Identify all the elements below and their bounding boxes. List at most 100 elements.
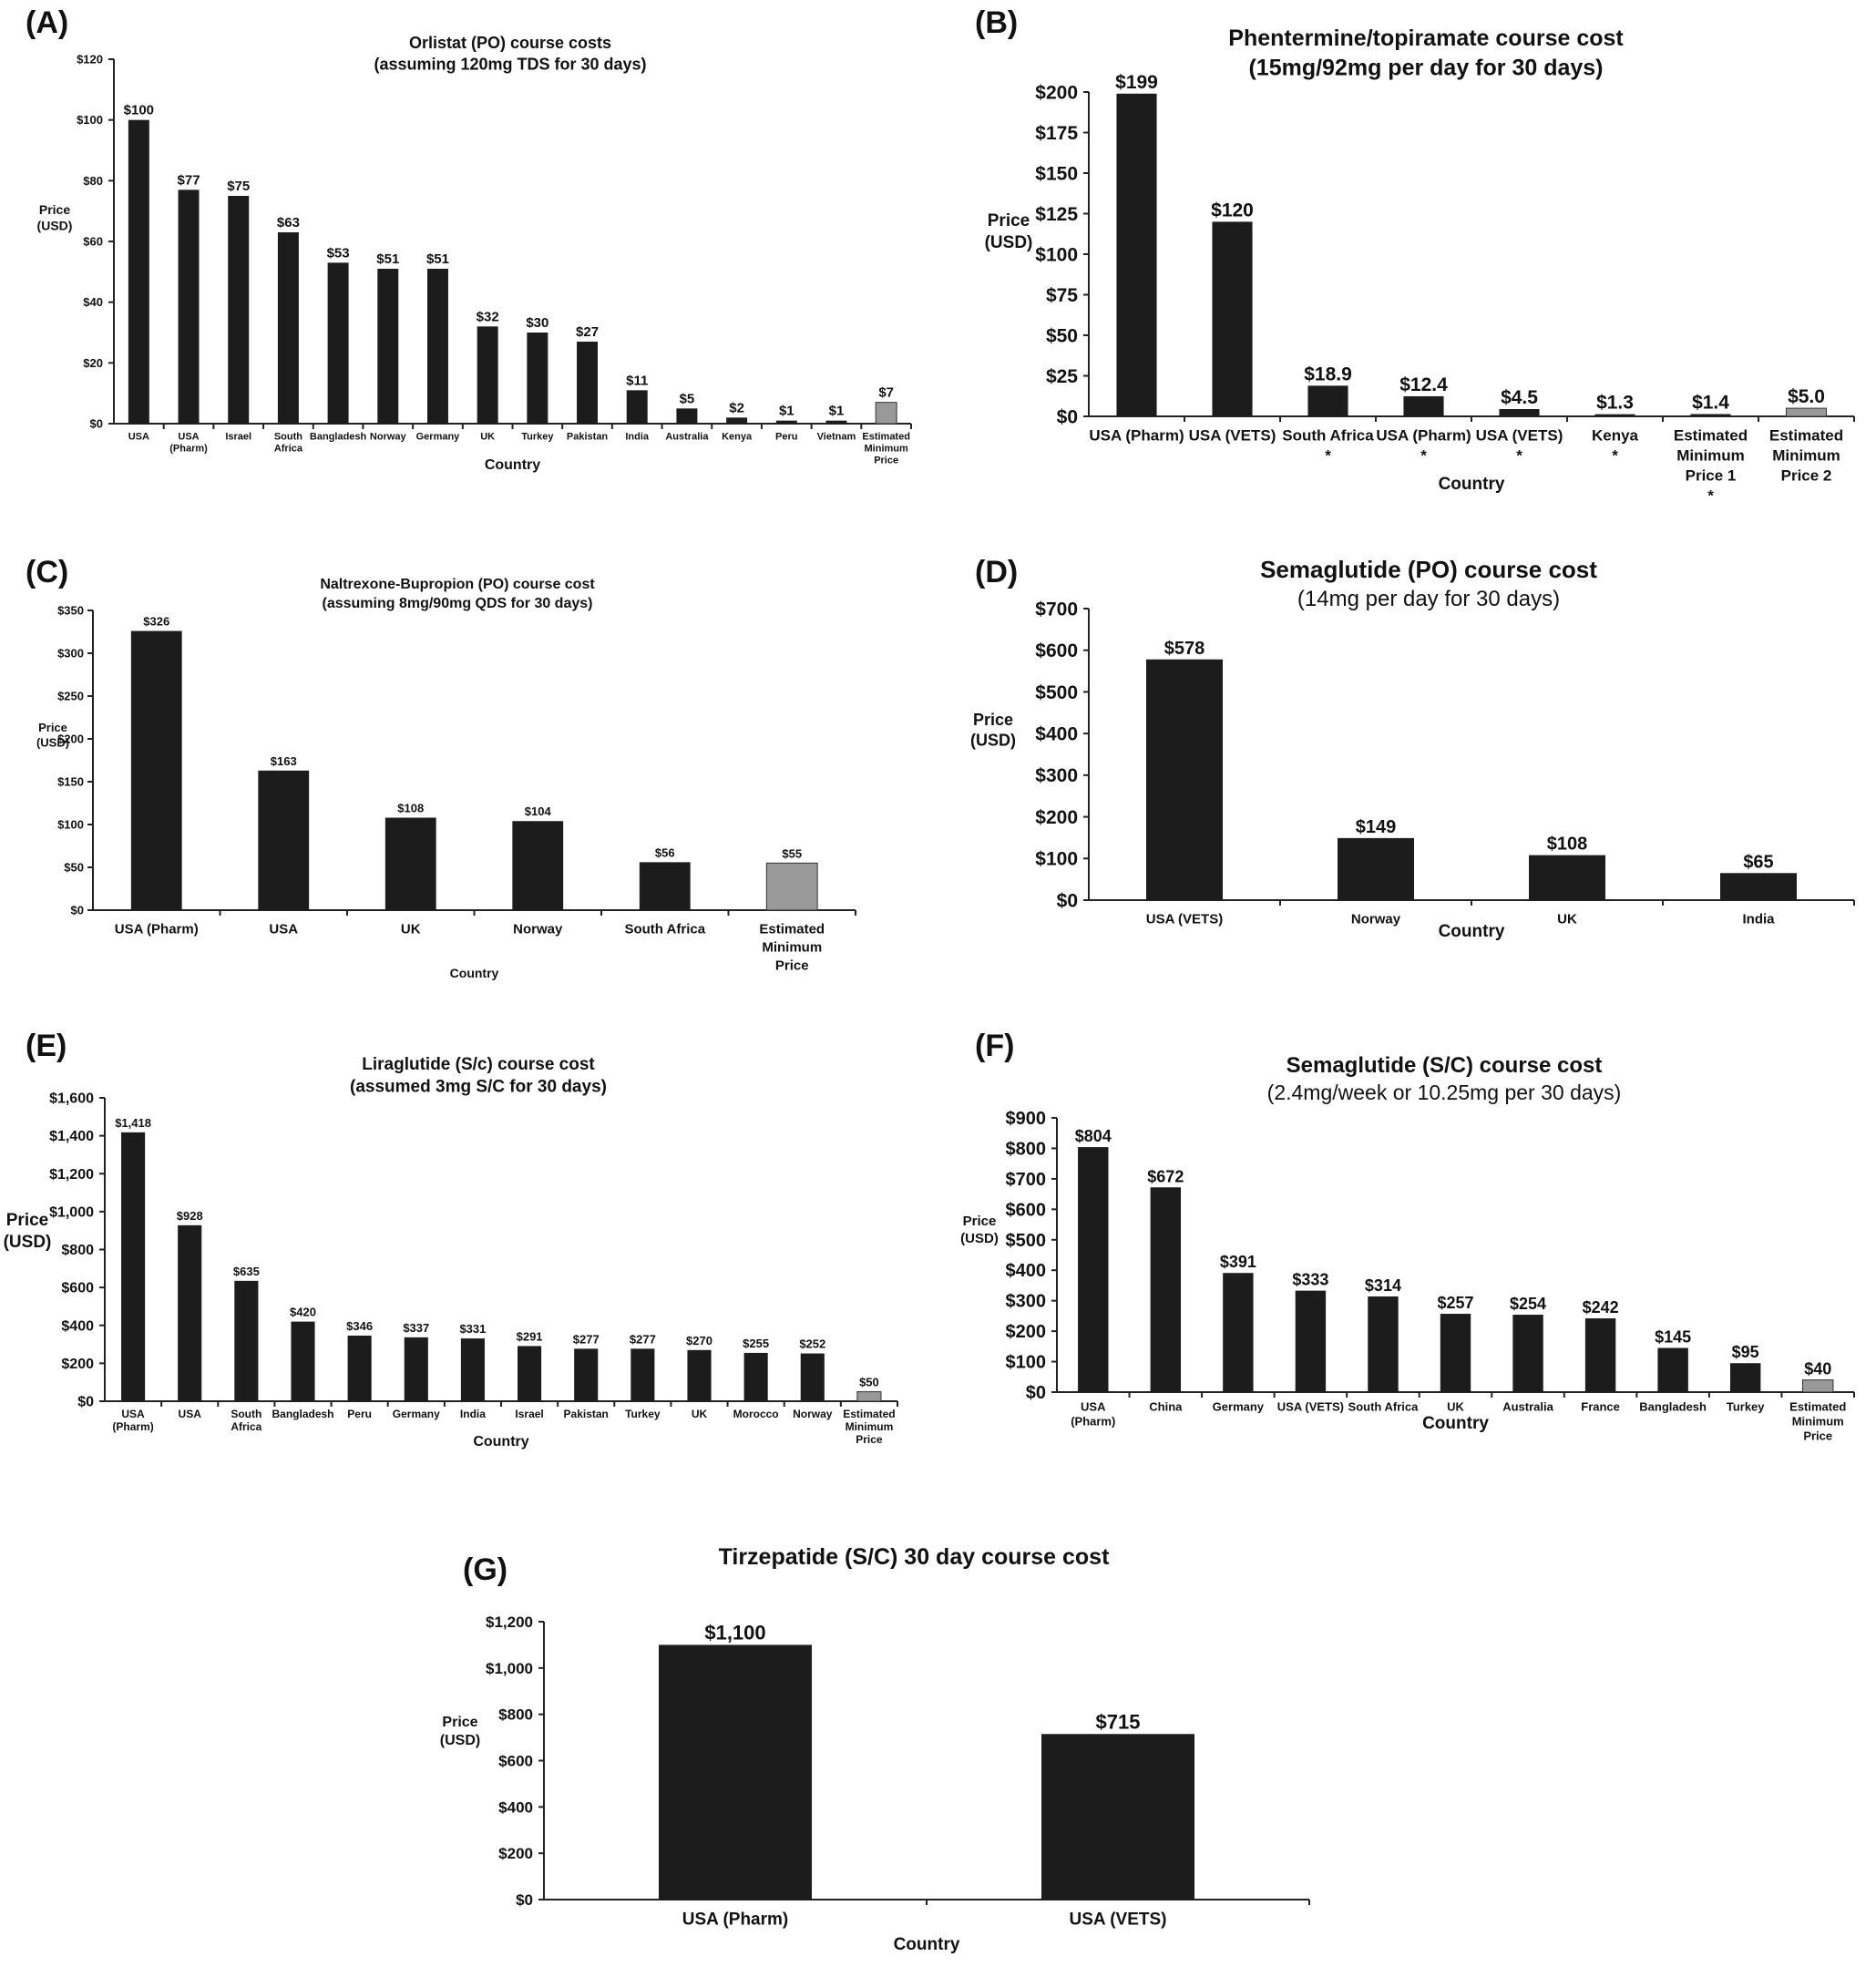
bar	[130, 630, 182, 910]
category-label: Bangladesh	[272, 1408, 333, 1420]
bar	[1512, 1315, 1543, 1392]
category-label: UK	[692, 1408, 708, 1420]
bar	[856, 1391, 882, 1402]
chart-g: (G) Tirzepatide (S/C) 30 day course cost P…	[440, 1544, 1310, 1954]
bar	[1690, 414, 1731, 416]
y-tick-label: $100	[1006, 1353, 1047, 1373]
x-axis-label: Country	[894, 1935, 960, 1954]
category-label: USA (Pharm)	[1089, 427, 1184, 445]
x-axis-label: Country	[1439, 475, 1505, 494]
category-label: Peru	[347, 1408, 372, 1420]
bar	[1499, 408, 1540, 416]
panel-label: (D)	[975, 555, 1018, 589]
y-tick-label: $300	[57, 647, 84, 661]
bar	[577, 342, 599, 424]
value-label: $1,100	[704, 1621, 765, 1644]
bar	[1802, 1379, 1834, 1393]
bar	[1212, 221, 1253, 416]
y-tick-label: $175	[1035, 123, 1078, 144]
chart-f: (F) Semaglutide (S/C) course cost (2.4mg/w…	[960, 1029, 1855, 1443]
bar	[1307, 385, 1348, 416]
bar	[574, 1348, 599, 1401]
value-label: $53	[327, 245, 350, 261]
y-tick-label: $100	[77, 113, 103, 127]
y-tick-label: $60	[83, 235, 103, 249]
value-label: $4.5	[1501, 387, 1538, 408]
x-axis-label: Country	[473, 1434, 528, 1450]
category-label: Kenya	[722, 432, 753, 443]
y-tick-label: $1,200	[486, 1614, 533, 1631]
value-label: $1.4	[1692, 393, 1729, 414]
bar	[1368, 1296, 1399, 1392]
value-label: $63	[277, 215, 300, 231]
value-label: $75	[227, 179, 250, 194]
y-tick-label: $600	[498, 1752, 533, 1769]
bar	[128, 119, 149, 424]
bar	[775, 420, 797, 424]
category-label: Norway	[513, 922, 563, 937]
bar	[875, 402, 897, 425]
y-tick-label: $120	[77, 53, 103, 67]
bar	[676, 408, 698, 424]
y-tick-label: $0	[71, 904, 84, 917]
bar	[277, 232, 299, 424]
y-tick-label: $1,400	[49, 1129, 94, 1144]
category-label: South Africa	[231, 1408, 261, 1433]
bar	[121, 1132, 146, 1401]
chart-title: Semaglutide (PO) course cost	[1260, 556, 1597, 583]
category-label: USA (VETS)	[1277, 1400, 1344, 1414]
category-label: India	[460, 1408, 486, 1420]
value-label: $257	[1437, 1294, 1473, 1312]
category-label: Estimated Minimum Price 1 *	[1674, 427, 1748, 505]
y-tick-label: $40	[83, 295, 103, 309]
bar	[1440, 1314, 1471, 1392]
bar	[659, 1644, 812, 1900]
value-label: $1,418	[115, 1116, 151, 1130]
value-label: $30	[526, 315, 548, 331]
bar	[460, 1338, 485, 1401]
value-label: $254	[1510, 1295, 1546, 1313]
value-label: $163	[271, 754, 297, 768]
value-label: $270	[686, 1334, 712, 1347]
category-label: France	[1581, 1400, 1620, 1414]
y-tick-label: $80	[83, 174, 103, 188]
y-tick-label: $800	[1006, 1139, 1047, 1159]
category-label: India	[1742, 912, 1775, 927]
bar	[518, 1346, 542, 1401]
y-tick-label: $1,000	[49, 1204, 94, 1220]
bar	[1529, 855, 1605, 900]
value-label: $578	[1164, 639, 1205, 659]
value-label: $277	[630, 1332, 656, 1346]
value-label: $55	[782, 846, 802, 860]
value-label: $51	[376, 251, 399, 267]
panel-label: (E)	[26, 1029, 67, 1063]
value-label: $12.4	[1399, 374, 1448, 395]
bar	[234, 1280, 259, 1401]
x-axis-label: Country	[1439, 922, 1505, 941]
category-label: UK	[401, 922, 421, 937]
value-label: $145	[1655, 1328, 1691, 1347]
y-tick-label: $350	[57, 604, 84, 618]
category-label: USA (Pharm)	[169, 432, 208, 455]
category-label: USA (Pharm)	[112, 1408, 153, 1433]
y-tick-label: $400	[61, 1318, 94, 1334]
bar	[1657, 1347, 1688, 1392]
category-label: Germany	[393, 1408, 440, 1420]
y-axis-label: Price (USD)	[970, 711, 1016, 750]
chart-e: (E) Liraglutide (S/c) course cost (assumed…	[4, 1029, 898, 1450]
y-tick-label: $600	[1035, 640, 1078, 661]
bar	[825, 420, 847, 424]
category-label: Israel	[515, 1408, 543, 1420]
value-label: $95	[1732, 1343, 1759, 1361]
category-label: Morocco	[733, 1408, 779, 1420]
value-label: $291	[517, 1329, 543, 1343]
y-tick-label: $200	[1035, 82, 1078, 103]
value-label: $65	[1743, 852, 1773, 872]
category-label: USA (VETS) *	[1476, 427, 1563, 465]
bar	[291, 1321, 315, 1401]
category-label: Vietnam	[817, 432, 856, 443]
value-label: $50	[859, 1376, 879, 1389]
value-label: $5	[680, 391, 695, 406]
category-label: South Africa	[624, 922, 705, 937]
x-axis-label: Country	[485, 457, 540, 473]
